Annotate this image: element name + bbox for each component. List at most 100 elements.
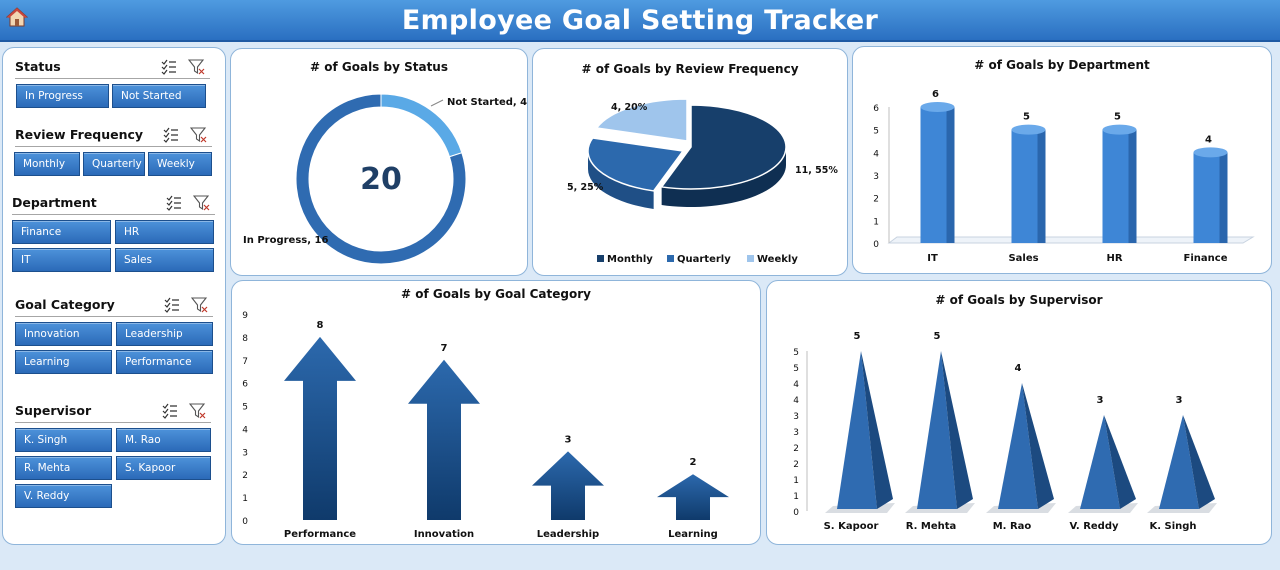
clear-filter-icon[interactable]	[192, 194, 211, 212]
frequency-pie-chart: 11, 55% 5, 25% 4, 20% Monthly Quarterly Weekl…	[567, 98, 838, 265]
slicer-item-r-mehta[interactable]: R. Mehta	[15, 456, 112, 480]
arrow-bar-innovation	[408, 359, 480, 520]
category-chart-title: # of Goals by Goal Category	[401, 287, 591, 301]
slicer-divider	[12, 214, 215, 215]
data-label-monthly: 11, 55%	[795, 165, 838, 176]
slicer-title-review-frequency: Review Frequency	[15, 127, 144, 142]
y-tick-label: 3	[793, 412, 799, 422]
data-label-hr: 5	[1114, 112, 1121, 123]
bar-cap-hr	[1102, 124, 1137, 135]
pyramid-front-r-mehta	[917, 351, 957, 509]
legend-label-weekly: Weekly	[757, 254, 798, 265]
slicer-item-leadership[interactable]: Leadership	[116, 322, 213, 346]
pyramid-front-k-singh	[1159, 415, 1199, 509]
multi-select-icon[interactable]	[162, 126, 180, 144]
data-label-m-rao: 4	[1015, 363, 1022, 374]
multi-select-icon[interactable]	[161, 402, 179, 420]
clear-filter-icon[interactable]	[188, 402, 207, 420]
donut-slice-in-progress	[295, 93, 467, 265]
y-tick-label: 5	[242, 403, 248, 413]
multi-select-icon[interactable]	[165, 194, 183, 212]
x-tick-label-r-mehta: R. Mehta	[906, 521, 957, 532]
pyramid-side-r-mehta	[941, 351, 973, 509]
slicer-item-learning[interactable]: Learning	[15, 350, 112, 374]
y-tick-label: 5	[793, 364, 799, 374]
y-tick-label: 4	[793, 396, 799, 406]
data-label-r-mehta: 5	[934, 331, 941, 342]
slicer-item-in-progress[interactable]: In Progress	[16, 84, 109, 108]
slicer-item-weekly[interactable]: Weekly	[148, 152, 212, 176]
pyramid-side-k-singh	[1183, 415, 1215, 509]
data-label-in-progress: In Progress, 16	[243, 235, 328, 246]
slicer-title-status: Status	[15, 59, 61, 74]
category-arrow-chart: 0 1 2 3 4 5 6 7 8 9 8 Performance 7 Innovation 3 Leader…	[242, 311, 729, 540]
bar-shade-sales	[1037, 129, 1046, 243]
slicer-item-innovation[interactable]: Innovation	[15, 322, 112, 346]
slicer-item-m-rao[interactable]: M. Rao	[116, 428, 211, 452]
y-tick-label: 1	[242, 494, 248, 504]
slicer-item-hr[interactable]: HR	[115, 220, 214, 244]
bar-cap-sales	[1011, 124, 1046, 135]
x-tick-label-hr: HR	[1106, 253, 1122, 264]
bar-cap-it	[920, 102, 955, 112]
pyramid-side-v-reddy	[1104, 415, 1136, 509]
slicer-item-performance[interactable]: Performance	[116, 350, 213, 374]
slicer-item-sales[interactable]: Sales	[115, 248, 214, 272]
multi-select-icon[interactable]	[163, 296, 181, 314]
data-label-learning: 2	[690, 457, 697, 468]
bar-shade-it	[946, 107, 955, 243]
department-chart-title: # of Goals by Department	[974, 58, 1150, 72]
bar-sales	[1011, 124, 1046, 243]
data-label-finance: 4	[1205, 134, 1212, 145]
pie-slice-weekly	[595, 98, 688, 142]
pie-slice-quarterly	[587, 137, 685, 192]
y-tick-label: 2	[242, 471, 248, 481]
y-tick-label: 3	[793, 428, 799, 438]
y-tick-label: 0	[793, 508, 799, 518]
department-chart-panel: # of Goals by Department 0 1 2 3 4 5 6 6 IT 5 Sale…	[852, 46, 1272, 274]
slicer-divider	[15, 422, 211, 423]
slicer-item-quarterly[interactable]: Quarterly	[83, 152, 145, 176]
y-tick-label: 0	[242, 517, 248, 527]
slicer-title-supervisor: Supervisor	[15, 403, 92, 418]
slicer-title-department: Department	[12, 195, 97, 210]
slicer-title-goal-category: Goal Category	[15, 297, 115, 312]
pyramid-front-m-rao	[998, 383, 1038, 509]
clear-filter-icon[interactable]	[190, 296, 209, 314]
bar-shade-hr	[1128, 129, 1137, 243]
y-tick-label: 4	[242, 425, 248, 435]
data-label-innovation: 7	[441, 343, 448, 354]
slicer-item-v-reddy[interactable]: V. Reddy	[15, 484, 112, 508]
slicer-item-s-kapoor[interactable]: S. Kapoor	[116, 456, 211, 480]
clear-filter-icon[interactable]	[189, 126, 208, 144]
status-chart-panel: # of Goals by Status 20 Not Started, 4 In …	[230, 48, 528, 276]
slicer-item-it[interactable]: IT	[12, 248, 111, 272]
x-tick-label-leadership: Leadership	[537, 529, 599, 540]
arrow-bar-learning	[657, 474, 729, 520]
y-tick-label: 9	[242, 311, 248, 321]
x-tick-label-m-rao: M. Rao	[993, 521, 1032, 532]
slicer-item-finance[interactable]: Finance	[12, 220, 111, 244]
y-tick-label: 1	[793, 476, 799, 486]
data-label-it: 6	[932, 89, 939, 100]
data-label-v-reddy: 3	[1097, 395, 1104, 406]
x-tick-label-finance: Finance	[1184, 253, 1228, 264]
x-tick-label-v-reddy: V. Reddy	[1069, 521, 1119, 532]
slicer-item-k-singh[interactable]: K. Singh	[15, 428, 112, 452]
pie-slice-monthly	[660, 104, 787, 190]
multi-select-icon[interactable]	[160, 58, 178, 76]
legend-label-monthly: Monthly	[607, 254, 653, 265]
y-tick-label: 4	[873, 149, 879, 159]
x-tick-label-performance: Performance	[284, 529, 356, 540]
slicer-item-not-started[interactable]: Not Started	[112, 84, 206, 108]
home-icon[interactable]	[6, 6, 28, 28]
y-tick-label: 7	[242, 357, 248, 367]
frequency-chart-title: # of Goals by Review Frequency	[581, 62, 799, 76]
slicer-item-monthly[interactable]: Monthly	[14, 152, 80, 176]
clear-filter-icon[interactable]	[187, 58, 206, 76]
arrow-bar-leadership	[532, 451, 604, 520]
data-label-performance: 8	[317, 320, 324, 331]
y-tick-label: 0	[873, 240, 879, 250]
leader-line	[430, 99, 444, 107]
bar-shade-finance	[1219, 152, 1228, 243]
